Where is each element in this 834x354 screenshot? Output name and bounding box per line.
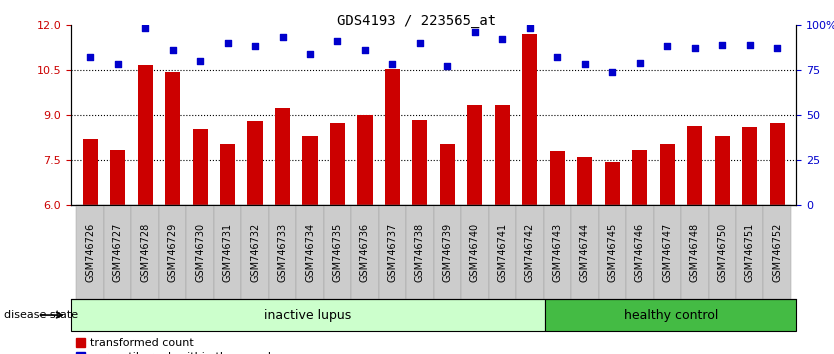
Bar — [110, 150, 125, 205]
Point — [523, 25, 536, 31]
Text: GSM746740: GSM746740 — [470, 223, 480, 282]
Point — [414, 40, 427, 46]
Point — [550, 55, 564, 60]
Point — [249, 44, 262, 49]
Text: GSM746728: GSM746728 — [140, 223, 150, 282]
Bar — [605, 162, 620, 205]
Text: GSM746750: GSM746750 — [717, 223, 727, 282]
Point — [386, 62, 399, 67]
Text: GSM746738: GSM746738 — [415, 223, 425, 282]
Text: GSM746732: GSM746732 — [250, 223, 260, 282]
Text: GSM746742: GSM746742 — [525, 223, 535, 282]
Bar — [440, 144, 455, 205]
Bar — [715, 136, 730, 205]
Text: GSM746751: GSM746751 — [745, 223, 755, 282]
Text: GSM746734: GSM746734 — [305, 223, 315, 282]
Text: inactive lupus: inactive lupus — [264, 309, 352, 321]
Bar — [687, 126, 702, 205]
Point — [111, 62, 124, 67]
Point — [138, 25, 152, 31]
Point — [304, 51, 317, 57]
Point — [468, 29, 481, 35]
Text: GSM746743: GSM746743 — [552, 223, 562, 282]
Bar — [550, 151, 565, 205]
Text: healthy control: healthy control — [624, 309, 718, 321]
Bar — [412, 120, 428, 205]
Bar — [138, 65, 153, 205]
Point — [276, 35, 289, 40]
Text: disease state: disease state — [4, 310, 78, 320]
Text: GSM746730: GSM746730 — [195, 223, 205, 282]
Point — [716, 42, 729, 47]
Bar — [495, 104, 510, 205]
Point — [495, 36, 509, 42]
Bar — [83, 139, 98, 205]
Text: GSM746727: GSM746727 — [113, 223, 123, 282]
Point — [166, 47, 179, 53]
Text: GSM746733: GSM746733 — [278, 223, 288, 282]
Text: GSM746741: GSM746741 — [497, 223, 507, 282]
Text: GSM746726: GSM746726 — [85, 223, 95, 282]
Text: GSM746735: GSM746735 — [333, 223, 343, 282]
Bar — [385, 69, 400, 205]
Bar — [522, 34, 537, 205]
Point — [331, 38, 344, 44]
Text: GSM746736: GSM746736 — [360, 223, 370, 282]
Text: GSM746737: GSM746737 — [388, 223, 398, 282]
Point — [661, 44, 674, 49]
Text: GSM746729: GSM746729 — [168, 223, 178, 282]
Bar — [220, 144, 235, 205]
Bar — [248, 121, 263, 205]
Point — [193, 58, 207, 64]
Point — [221, 40, 234, 46]
Bar — [358, 115, 373, 205]
Bar — [303, 136, 318, 205]
Bar — [742, 127, 757, 205]
Bar — [275, 108, 290, 205]
Point — [771, 45, 784, 51]
Legend: transformed count, percentile rank within the sample: transformed count, percentile rank withi… — [77, 338, 278, 354]
Bar — [330, 122, 345, 205]
Text: GDS4193 / 223565_at: GDS4193 / 223565_at — [338, 14, 496, 28]
Point — [578, 62, 591, 67]
Bar — [165, 72, 180, 205]
Bar — [770, 122, 785, 205]
Text: GSM746739: GSM746739 — [442, 223, 452, 282]
Point — [743, 42, 756, 47]
Point — [83, 55, 97, 60]
Text: GSM746748: GSM746748 — [690, 223, 700, 282]
Text: GSM746747: GSM746747 — [662, 223, 672, 282]
Text: GSM746731: GSM746731 — [223, 223, 233, 282]
Bar — [577, 157, 592, 205]
Point — [359, 47, 372, 53]
Text: GSM746744: GSM746744 — [580, 223, 590, 282]
Point — [605, 69, 619, 75]
Bar — [193, 129, 208, 205]
Text: GSM746745: GSM746745 — [607, 223, 617, 282]
Text: GSM746746: GSM746746 — [635, 223, 645, 282]
Text: GSM746752: GSM746752 — [772, 223, 782, 282]
Point — [688, 45, 701, 51]
Bar — [660, 144, 675, 205]
Bar — [632, 150, 647, 205]
Bar — [467, 104, 482, 205]
Point — [633, 60, 646, 65]
Point — [440, 63, 454, 69]
